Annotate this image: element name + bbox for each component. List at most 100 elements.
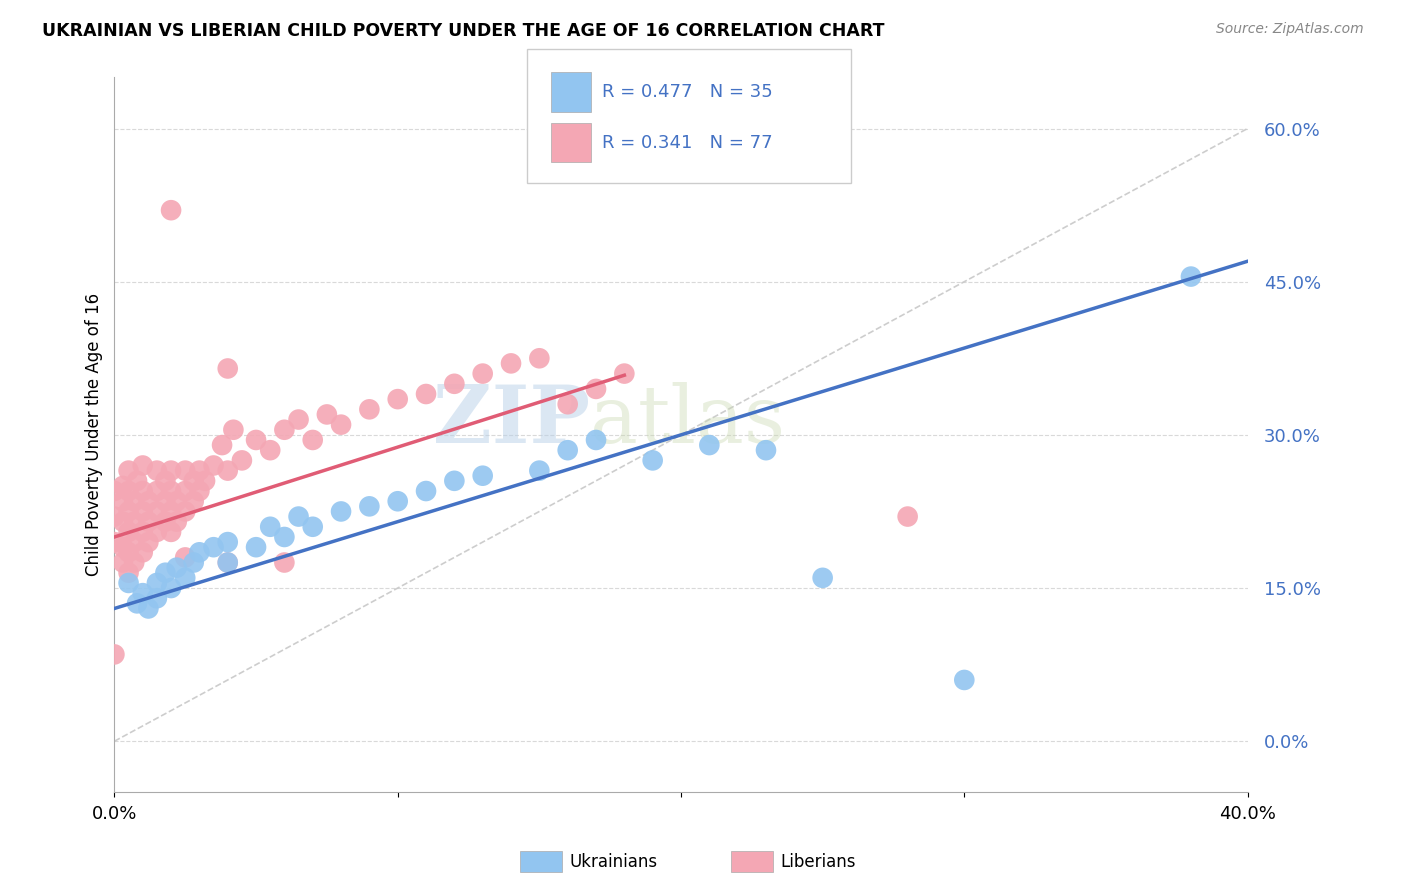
Point <box>103 509 125 524</box>
Point <box>641 453 664 467</box>
Point <box>259 443 281 458</box>
Point <box>183 474 205 488</box>
Point <box>138 515 160 529</box>
Point <box>111 556 134 570</box>
Point <box>146 464 169 478</box>
Point <box>174 504 197 518</box>
Point <box>529 464 551 478</box>
Text: ZIP: ZIP <box>433 382 591 459</box>
Point <box>183 494 205 508</box>
Point <box>146 504 169 518</box>
Text: R = 0.477   N = 35: R = 0.477 N = 35 <box>602 83 772 101</box>
Text: Ukrainians: Ukrainians <box>569 853 658 871</box>
Point <box>111 494 134 508</box>
Point <box>117 524 139 539</box>
Point <box>155 494 177 508</box>
Point <box>330 504 353 518</box>
Point <box>359 500 381 514</box>
Point <box>146 524 169 539</box>
Point <box>122 494 145 508</box>
Point <box>811 571 834 585</box>
Point <box>471 468 494 483</box>
Point <box>188 483 211 498</box>
Point <box>174 571 197 585</box>
Point <box>166 515 188 529</box>
Point <box>103 483 125 498</box>
Point <box>471 367 494 381</box>
Point <box>138 494 160 508</box>
Point <box>217 556 239 570</box>
Point <box>122 515 145 529</box>
Point <box>613 367 636 381</box>
Point <box>415 483 437 498</box>
Text: Source: ZipAtlas.com: Source: ZipAtlas.com <box>1216 22 1364 37</box>
Point <box>117 576 139 591</box>
Point <box>443 376 465 391</box>
Point <box>387 392 409 406</box>
Point <box>160 483 183 498</box>
Point <box>103 535 125 549</box>
Point <box>217 535 239 549</box>
Point <box>132 504 155 518</box>
Point <box>194 474 217 488</box>
Point <box>953 673 976 687</box>
Text: atlas: atlas <box>591 382 786 459</box>
Point <box>155 515 177 529</box>
Point <box>132 586 155 600</box>
Point <box>111 540 134 554</box>
Point <box>117 545 139 559</box>
Point <box>315 408 337 422</box>
Point <box>160 203 183 218</box>
Point <box>897 509 920 524</box>
Point <box>231 453 253 467</box>
Point <box>174 550 197 565</box>
Point <box>174 483 197 498</box>
Text: Liberians: Liberians <box>780 853 856 871</box>
Point <box>387 494 409 508</box>
Point <box>146 576 169 591</box>
Point <box>755 443 778 458</box>
Point <box>160 524 183 539</box>
Point <box>287 509 309 524</box>
Point <box>529 351 551 366</box>
Point <box>155 474 177 488</box>
Point <box>111 515 134 529</box>
Point <box>160 464 183 478</box>
Point <box>183 556 205 570</box>
Point <box>273 423 295 437</box>
Point <box>138 601 160 615</box>
Point <box>330 417 353 432</box>
Point <box>245 540 267 554</box>
Point <box>117 504 139 518</box>
Point <box>287 412 309 426</box>
Point <box>259 520 281 534</box>
Point <box>202 540 225 554</box>
Point <box>132 483 155 498</box>
Point <box>273 556 295 570</box>
Point <box>557 443 579 458</box>
Text: R = 0.341   N = 77: R = 0.341 N = 77 <box>602 134 772 152</box>
Point <box>132 545 155 559</box>
Point <box>273 530 295 544</box>
Point <box>557 397 579 411</box>
Point <box>1180 269 1202 284</box>
Point <box>160 504 183 518</box>
Y-axis label: Child Poverty Under the Age of 16: Child Poverty Under the Age of 16 <box>86 293 103 576</box>
Point <box>245 433 267 447</box>
Point <box>699 438 721 452</box>
Point <box>103 648 125 662</box>
Point <box>217 464 239 478</box>
Point <box>117 483 139 498</box>
Point <box>111 479 134 493</box>
Point <box>217 361 239 376</box>
Point <box>132 458 155 473</box>
Point <box>202 458 225 473</box>
Point <box>166 560 188 574</box>
Point <box>443 474 465 488</box>
Point <box>499 356 522 370</box>
Point <box>359 402 381 417</box>
Point <box>301 433 323 447</box>
Point <box>160 581 183 595</box>
Point <box>117 566 139 580</box>
Point <box>125 596 148 610</box>
